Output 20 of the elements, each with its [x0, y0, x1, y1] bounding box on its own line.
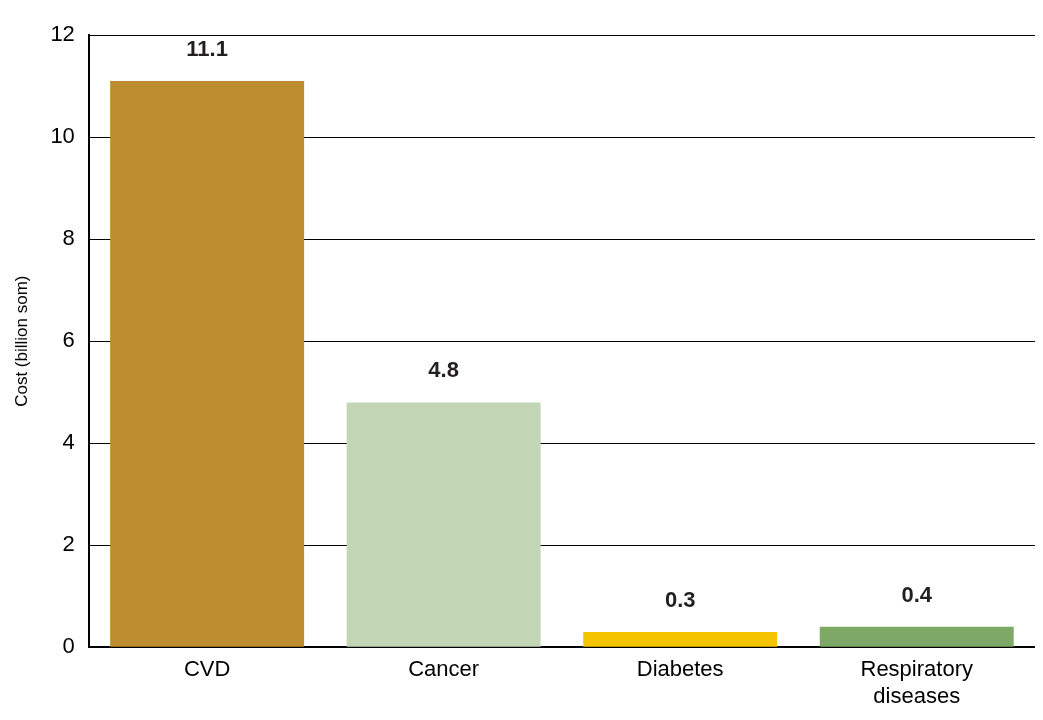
data-label: 0.3 [664, 586, 696, 612]
y-axis-title: Cost (billion som) [11, 275, 31, 407]
y-tick-label: 6 [62, 327, 75, 353]
x-tick-label: Cancer [408, 656, 480, 682]
bar [583, 631, 778, 647]
data-label: 11.1 [186, 36, 228, 62]
bar [346, 402, 541, 647]
x-tick-label: CVD [183, 656, 231, 682]
y-tick-label: 10 [50, 123, 75, 149]
bar [819, 626, 1014, 647]
x-tick-label: Respiratory diseases [860, 656, 973, 708]
data-label: 0.4 [901, 581, 933, 607]
y-tick-label: 0 [62, 633, 75, 659]
data-label: 4.8 [428, 357, 459, 383]
y-tick-label: 4 [62, 429, 75, 455]
bar [110, 81, 305, 647]
y-tick-label: 8 [62, 225, 75, 251]
y-tick-label: 2 [62, 531, 75, 557]
y-tick-label: 12 [50, 21, 75, 47]
x-tick-label: Diabetes [636, 656, 724, 682]
